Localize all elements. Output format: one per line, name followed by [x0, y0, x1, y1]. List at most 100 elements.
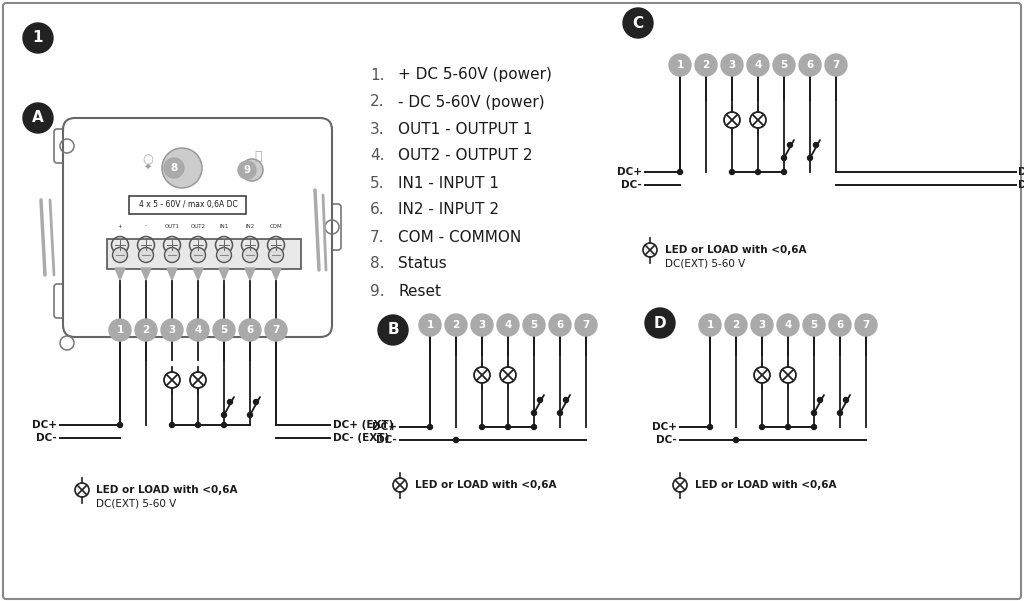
Text: 7: 7	[833, 60, 840, 70]
Text: 2: 2	[453, 320, 460, 330]
Ellipse shape	[187, 319, 209, 341]
Text: 9.: 9.	[370, 284, 385, 299]
Circle shape	[118, 423, 123, 427]
Ellipse shape	[803, 314, 825, 336]
Ellipse shape	[777, 314, 799, 336]
FancyBboxPatch shape	[106, 239, 301, 269]
Circle shape	[838, 410, 843, 415]
Ellipse shape	[695, 54, 717, 76]
Circle shape	[378, 315, 408, 345]
Text: IN1: IN1	[219, 224, 228, 228]
Circle shape	[729, 169, 734, 174]
Circle shape	[645, 308, 675, 338]
Text: 6: 6	[247, 325, 254, 335]
Ellipse shape	[773, 54, 795, 76]
Text: A: A	[32, 111, 44, 126]
Ellipse shape	[721, 54, 743, 76]
Circle shape	[221, 412, 226, 418]
Circle shape	[817, 397, 822, 403]
Polygon shape	[245, 268, 255, 280]
Text: LED or LOAD with <0,6A: LED or LOAD with <0,6A	[695, 480, 837, 490]
Circle shape	[708, 424, 713, 430]
Text: 6: 6	[837, 320, 844, 330]
Text: 4: 4	[755, 60, 762, 70]
Ellipse shape	[669, 54, 691, 76]
Ellipse shape	[161, 319, 183, 341]
Circle shape	[190, 248, 206, 263]
Text: 4: 4	[195, 325, 202, 335]
Ellipse shape	[829, 314, 851, 336]
Text: DC-: DC-	[36, 433, 57, 443]
Ellipse shape	[751, 314, 773, 336]
Text: IN2: IN2	[246, 224, 255, 228]
Text: 1: 1	[426, 320, 433, 330]
Polygon shape	[271, 268, 281, 280]
Circle shape	[808, 156, 812, 160]
Ellipse shape	[825, 54, 847, 76]
Text: 5: 5	[220, 325, 227, 335]
Text: COM - COMMON: COM - COMMON	[398, 230, 521, 245]
Text: IN2 - INPUT 2: IN2 - INPUT 2	[398, 203, 499, 218]
Circle shape	[227, 400, 232, 404]
Polygon shape	[193, 268, 203, 280]
Polygon shape	[219, 268, 229, 280]
Circle shape	[170, 423, 174, 427]
Text: DC+: DC+	[372, 422, 397, 432]
FancyBboxPatch shape	[54, 284, 80, 318]
Text: 3.: 3.	[370, 121, 385, 136]
Text: 6: 6	[556, 320, 563, 330]
Text: 4: 4	[504, 320, 512, 330]
Text: 4: 4	[784, 320, 792, 330]
Ellipse shape	[419, 314, 441, 336]
Text: Status: Status	[398, 257, 446, 272]
Ellipse shape	[265, 319, 287, 341]
Circle shape	[138, 248, 154, 263]
Text: B: B	[387, 323, 398, 338]
Text: OUT1 - OUTPUT 1: OUT1 - OUTPUT 1	[398, 121, 532, 136]
Circle shape	[221, 423, 226, 427]
Circle shape	[787, 142, 793, 147]
Text: ✦: ✦	[144, 163, 152, 173]
Text: DC+: DC+	[32, 420, 57, 430]
Text: DC-: DC-	[656, 435, 677, 445]
Circle shape	[756, 169, 761, 174]
Circle shape	[531, 424, 537, 430]
Text: LED or LOAD with <0,6A: LED or LOAD with <0,6A	[96, 485, 238, 495]
Circle shape	[23, 23, 53, 53]
Ellipse shape	[471, 314, 493, 336]
FancyBboxPatch shape	[63, 118, 332, 337]
Circle shape	[479, 424, 484, 430]
Circle shape	[785, 424, 791, 430]
Text: 3: 3	[168, 325, 176, 335]
Text: DC- (EXT): DC- (EXT)	[333, 433, 389, 443]
Ellipse shape	[725, 314, 746, 336]
Circle shape	[23, 103, 53, 133]
Text: D: D	[653, 316, 667, 331]
Text: IN1 - INPUT 1: IN1 - INPUT 1	[398, 175, 499, 191]
FancyBboxPatch shape	[54, 129, 80, 163]
Circle shape	[165, 248, 179, 263]
Circle shape	[813, 142, 818, 147]
Text: 7: 7	[583, 320, 590, 330]
Text: OUT2 - OUTPUT 2: OUT2 - OUTPUT 2	[398, 148, 532, 163]
Circle shape	[811, 424, 816, 430]
Text: 5.: 5.	[370, 175, 384, 191]
Text: 7: 7	[862, 320, 869, 330]
Circle shape	[162, 148, 202, 188]
Text: 3: 3	[759, 320, 766, 330]
Ellipse shape	[164, 158, 184, 178]
Circle shape	[844, 397, 849, 403]
Text: DC(EXT) 5-60 V: DC(EXT) 5-60 V	[665, 259, 745, 269]
Text: DC+ (EXT): DC+ (EXT)	[1018, 180, 1024, 190]
Ellipse shape	[523, 314, 545, 336]
Text: 1: 1	[117, 325, 124, 335]
Text: 7.: 7.	[370, 230, 384, 245]
Ellipse shape	[575, 314, 597, 336]
Text: ○: ○	[142, 153, 154, 166]
Text: Reset: Reset	[398, 284, 441, 299]
Circle shape	[557, 410, 562, 415]
Text: 2.: 2.	[370, 94, 384, 109]
Text: COM: COM	[269, 224, 283, 228]
Text: 6.: 6.	[370, 203, 385, 218]
Text: DC-: DC-	[376, 435, 397, 445]
